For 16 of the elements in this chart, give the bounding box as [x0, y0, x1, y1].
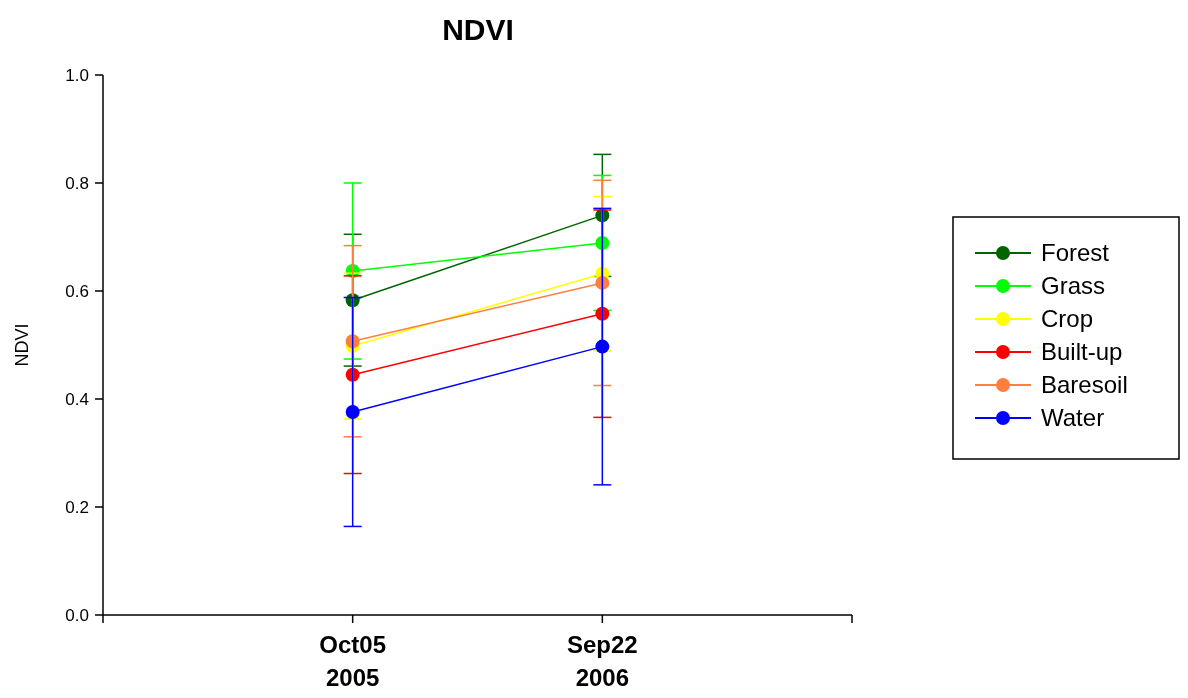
y-axis-title: NDVI [12, 323, 32, 367]
legend-label: Built-up [1041, 338, 1123, 366]
x-tick-label: Oct05 2005 [319, 631, 387, 691]
y-tick-label: 0.4 [65, 389, 89, 409]
legend-label: Baresoil [1041, 371, 1128, 399]
y-tick-label: 0.0 [65, 605, 89, 625]
x-tick-label: Sep22 2006 [566, 631, 638, 691]
y-tick-label: 0.6 [65, 281, 89, 301]
legend-label: Crop [1041, 305, 1094, 333]
legend-label: Water [1041, 404, 1105, 432]
y-tick-label: 1.0 [65, 65, 89, 85]
legend-label: Grass [1041, 272, 1106, 300]
legend-label: Forest [1041, 239, 1110, 267]
chart-title: NDVI [442, 13, 514, 46]
y-tick-label: 0.8 [65, 173, 89, 193]
y-tick-label: 0.2 [65, 497, 89, 517]
